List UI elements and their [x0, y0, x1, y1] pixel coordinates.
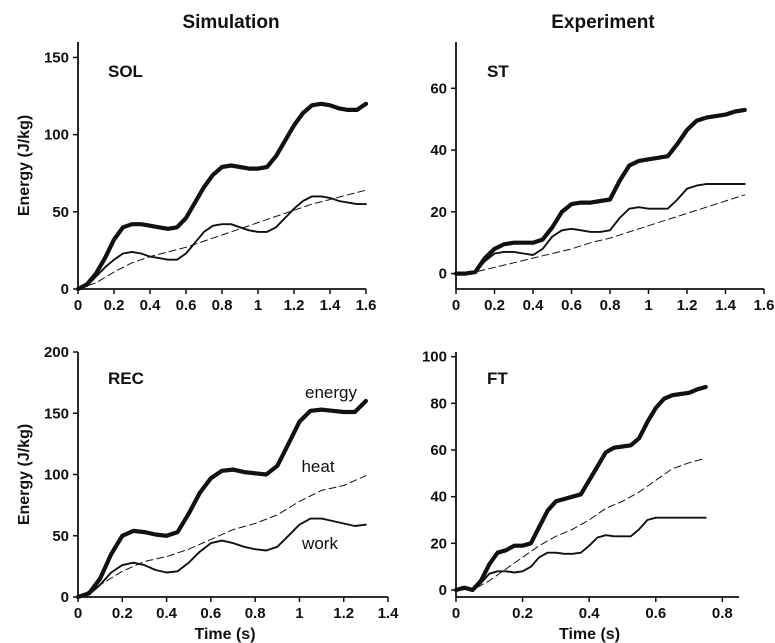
thick-series-line: [75, 101, 369, 292]
x-tick-label: 1: [644, 297, 652, 314]
y-tick-label: 20: [430, 204, 447, 221]
heat-series-line: [77, 475, 367, 598]
x-tick-label: 0.4: [579, 605, 601, 622]
panel-label-sol: SOL: [108, 62, 143, 81]
x-tick-label: 0.2: [104, 297, 125, 314]
panel-label-st: ST: [487, 62, 509, 81]
y-tick-label: 50: [52, 528, 69, 545]
thin-series-line: [455, 516, 707, 591]
y-tick-label: 60: [430, 80, 447, 97]
x-tick-label: 0.8: [600, 297, 621, 314]
x-tick-label: 1.4: [320, 297, 342, 314]
x-tick-label: 1.4: [378, 605, 400, 622]
annotation-heat: heat: [301, 457, 334, 476]
column-title-experiment: Experiment: [551, 12, 655, 33]
x-tick-label: 0: [452, 297, 460, 314]
x-axis-label: Time (s): [559, 626, 620, 643]
x-tick-label: 1.6: [754, 297, 775, 314]
x-tick-label: 0: [452, 605, 460, 622]
annotation-energy: energy: [305, 383, 357, 402]
y-tick-label: 20: [430, 535, 447, 552]
x-tick-label: 0: [74, 605, 82, 622]
energy-series-line: [75, 398, 368, 600]
x-tick-label: 0.4: [140, 297, 162, 314]
x-tick-label: 0.6: [176, 297, 197, 314]
y-tick-label: 100: [422, 349, 447, 366]
y-axis-label: Energy (J/kg): [16, 115, 33, 216]
x-tick-label: 0.4: [523, 297, 545, 314]
x-axis-label: Time (s): [194, 626, 255, 643]
panel-label-ft: FT: [487, 369, 508, 388]
thick-series-line: [453, 107, 747, 276]
x-tick-label: 1: [295, 605, 303, 622]
x-tick-label: 0.8: [712, 605, 733, 622]
y-tick-label: 0: [61, 589, 69, 606]
chart-panel-st: 0 0.2 0.4 0.6 0.8 1 1.2 1.4 1.6 0 20 40 60 ST: [430, 42, 774, 314]
x-tick-label: 0.4: [156, 605, 178, 622]
y-tick-label: 60: [430, 442, 447, 459]
y-tick-label: 0: [439, 266, 447, 283]
x-tick-label: 0.6: [645, 605, 666, 622]
chart-panel-ft: 0 0.2 0.4 0.6 0.8 0 20 40 60 80 100 FT Time (s): [422, 349, 739, 643]
x-tick-label: 1.2: [284, 297, 305, 314]
thick-series-line: [453, 384, 708, 593]
x-tick-label: 0: [74, 297, 82, 314]
y-tick-label: 40: [430, 142, 447, 159]
chart-panel-sol: 0 0.2 0.4 0.6 0.8 1 1.2 1.4 1.6 0 50 100 150 SOL Energ…: [16, 42, 376, 314]
x-tick-label: 0.6: [200, 605, 221, 622]
dashed-series-line: [77, 189, 367, 290]
chart-panel-rec: 0 0.2 0.4 0.6 0.8 1 1.2 1.4 0 50 100 150 200 REC Energ…: [16, 344, 399, 643]
x-tick-label: 1.4: [715, 297, 737, 314]
dashed-series-line: [455, 457, 707, 591]
x-tick-label: 0.8: [212, 297, 233, 314]
thin-series-line: [77, 195, 367, 290]
y-tick-label: 0: [61, 281, 69, 298]
x-tick-label: 1.2: [677, 297, 698, 314]
y-tick-label: 40: [430, 489, 447, 506]
dashed-series-line: [455, 194, 746, 275]
work-series-line: [77, 517, 367, 598]
x-tick-label: 0.2: [112, 605, 133, 622]
panel-label-rec: REC: [108, 369, 144, 388]
x-tick-label: 1: [254, 297, 262, 314]
y-tick-label: 150: [44, 405, 69, 422]
y-tick-label: 50: [52, 204, 69, 221]
x-tick-label: 1.6: [356, 297, 377, 314]
x-tick-label: 0.2: [512, 605, 533, 622]
column-title-simulation: Simulation: [182, 12, 279, 33]
y-tick-label: 80: [430, 395, 447, 412]
x-tick-label: 0.2: [484, 297, 505, 314]
x-tick-label: 1.2: [333, 605, 354, 622]
y-tick-label: 100: [44, 127, 69, 144]
y-tick-label: 0: [439, 582, 447, 599]
y-axis-label: Energy (J/kg): [16, 424, 33, 525]
thin-series-line: [455, 183, 746, 275]
y-tick-label: 150: [44, 49, 69, 66]
x-tick-label: 0.6: [561, 297, 582, 314]
x-tick-label: 0.8: [245, 605, 266, 622]
annotation-work: work: [301, 534, 338, 553]
y-tick-label: 200: [44, 344, 69, 361]
y-tick-label: 100: [44, 467, 69, 484]
